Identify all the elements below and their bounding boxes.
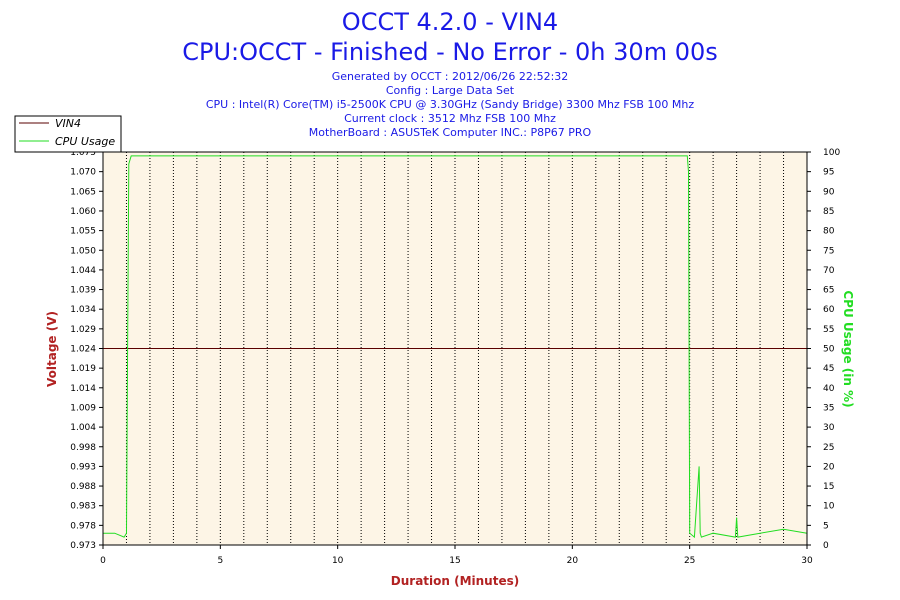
y2-axis-label: CPU Usage (in %): [841, 290, 855, 407]
y2-tick-label: 100: [823, 148, 840, 158]
y-tick-label: 0.983: [70, 502, 96, 512]
y2-tick-label: 75: [823, 246, 834, 256]
y-tick-label: 1.004: [70, 423, 96, 433]
y-tick-label: 1.039: [70, 286, 96, 296]
y-tick-label: 0.993: [70, 462, 96, 472]
y2-tick-label: 40: [823, 384, 835, 394]
y-tick-label: 1.029: [70, 325, 96, 335]
x-tick-label: 30: [801, 556, 813, 566]
y-tick-label: 1.070: [70, 168, 96, 178]
y-tick-label: 1.050: [70, 246, 96, 256]
y-tick-label: 1.065: [70, 187, 96, 197]
info-motherboard: MotherBoard : ASUSTeK Computer INC.: P8P…: [309, 126, 592, 139]
x-tick-label: 25: [684, 556, 695, 566]
x-tick-label: 5: [217, 556, 223, 566]
y-tick-label: 1.075: [70, 148, 96, 158]
y-tick-label: 0.998: [70, 443, 96, 453]
y2-tick-label: 50: [823, 345, 835, 355]
y-tick-label: 0.988: [70, 482, 96, 492]
y2-tick-label: 85: [823, 207, 834, 217]
info-cpu: CPU : Intel(R) Core(TM) i5-2500K CPU @ 3…: [206, 98, 694, 111]
x-tick-label: 20: [567, 556, 579, 566]
y-tick-label: 1.019: [70, 364, 96, 374]
legend: VIN4 CPU Usage: [14, 115, 122, 153]
y2-tick-label: 80: [823, 227, 835, 237]
legend-box: [14, 115, 122, 153]
x-tick-label: 15: [449, 556, 460, 566]
y2-tick-label: 70: [823, 266, 835, 276]
y2-tick-label: 55: [823, 325, 834, 335]
info-config: Config : Large Data Set: [386, 84, 515, 97]
legend-label-cpu-usage: CPU Usage: [55, 135, 115, 148]
x-tick-label: 10: [332, 556, 344, 566]
y2-tick-label: 45: [823, 364, 834, 374]
y-tick-label: 0.973: [70, 541, 96, 551]
y-tick-label: 1.024: [70, 345, 96, 355]
y2-tick-label: 10: [823, 502, 835, 512]
series-line-cpu-usage: [103, 155, 808, 539]
x-axis-label: Duration (Minutes): [391, 574, 519, 588]
chart-title: OCCT 4.2.0 - VIN4: [342, 8, 558, 36]
axis-ticks: 0 5 10 15 20 25 30 0.973 0.978 0.983 0.988 0.993 0.9…: [70, 148, 840, 566]
series-layer: [103, 155, 808, 539]
y2-tick-label: 35: [823, 403, 834, 413]
y-axis-label: Voltage (V): [45, 311, 59, 387]
legend-label-vin4: VIN4: [55, 117, 81, 130]
y2-tick-label: 5: [823, 521, 829, 531]
info-generated: Generated by OCCT : 2012/06/26 22:52:32: [332, 70, 569, 83]
y-tick-label: 1.044: [70, 266, 96, 276]
y-tick-label: 1.055: [70, 227, 96, 237]
y2-tick-label: 65: [823, 286, 834, 296]
y2-tick-label: 25: [823, 443, 834, 453]
y2-tick-label: 95: [823, 168, 834, 178]
y2-tick-label: 0: [823, 541, 829, 551]
y2-tick-label: 90: [823, 187, 835, 197]
x-tick-label: 0: [100, 556, 106, 566]
y-tick-label: 1.009: [70, 403, 96, 413]
y2-tick-label: 20: [823, 462, 835, 472]
plot-frame: [102, 151, 808, 546]
y2-tick-label: 15: [823, 482, 834, 492]
y-tick-label: 1.014: [70, 384, 96, 394]
info-clock: Current clock : 3512 Mhz FSB 100 Mhz: [344, 112, 556, 125]
chart-subtitle: CPU:OCCT - Finished - No Error - 0h 30m …: [182, 38, 718, 66]
y-tick-label: 0.978: [70, 521, 96, 531]
y2-tick-label: 60: [823, 305, 835, 315]
y2-tick-label: 30: [823, 423, 835, 433]
y-tick-label: 1.034: [70, 305, 96, 315]
y-tick-label: 1.060: [70, 207, 96, 217]
